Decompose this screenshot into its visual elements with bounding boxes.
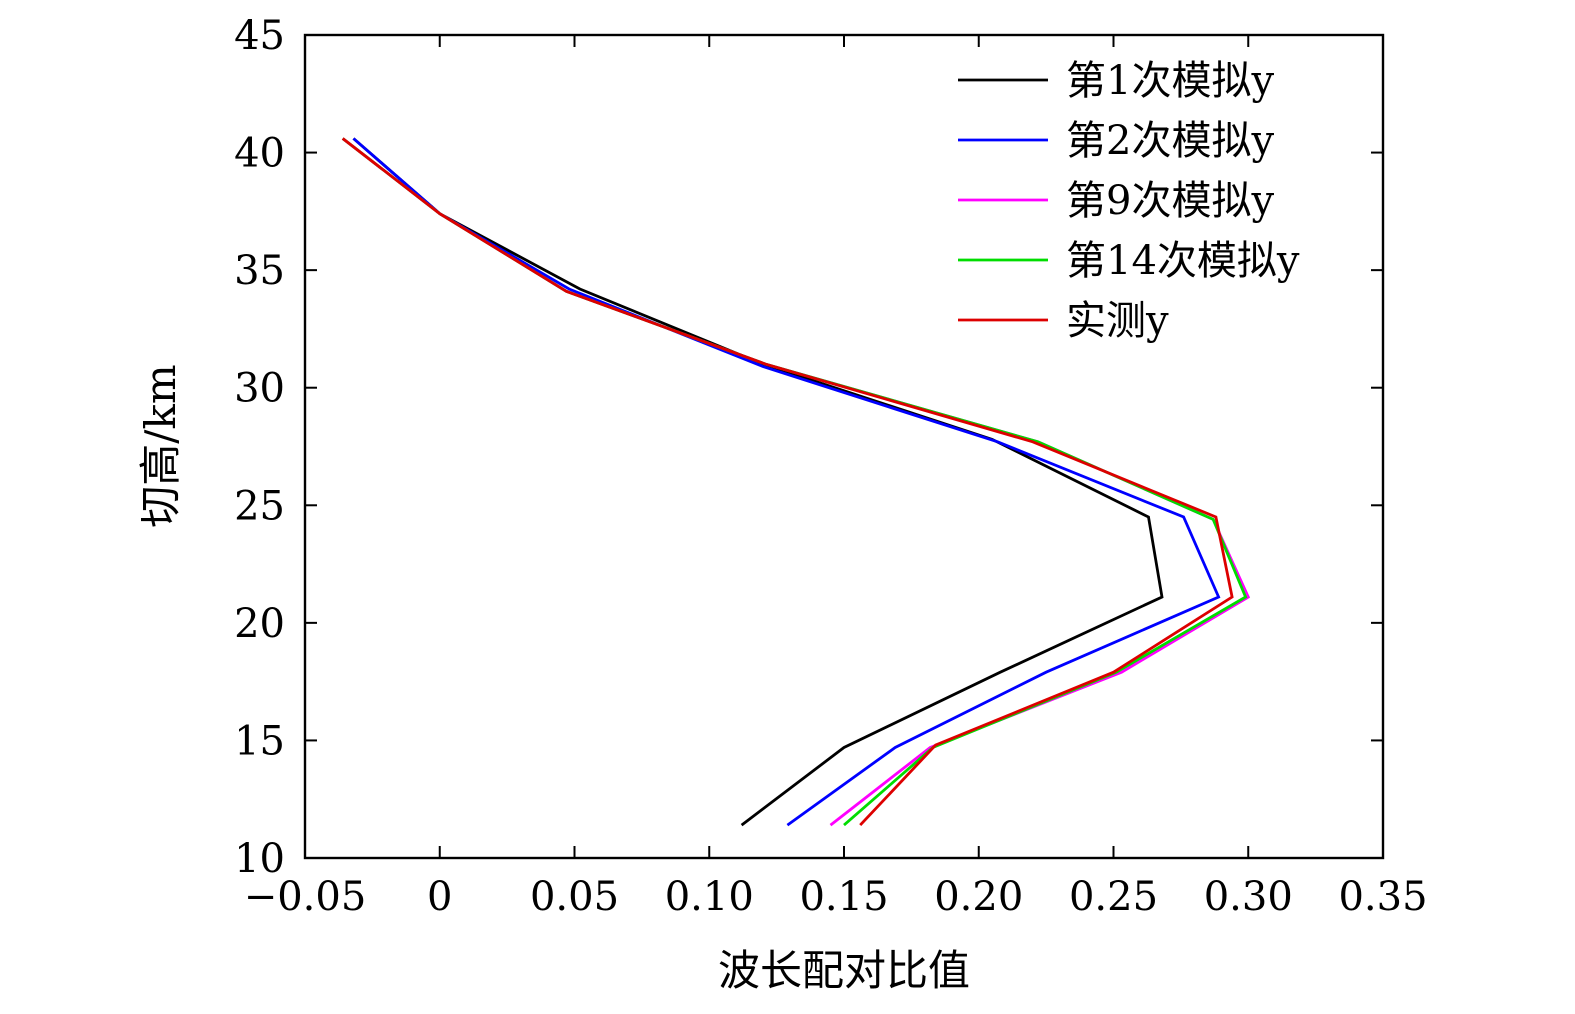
y-tick-label: 30 <box>234 366 285 412</box>
y-tick-label: 10 <box>234 836 285 882</box>
y-tick-label: 35 <box>234 248 285 294</box>
x-tick-label: 0.15 <box>799 874 888 920</box>
tick-layer: −0.05 0 0.05 0.10 0.15 0.20 0.25 0.30 0.35 10 15 20… <box>234 13 1427 920</box>
x-tick-label: 0.20 <box>934 874 1023 920</box>
y-axis-title: 切高/km <box>136 364 185 527</box>
x-tick-label: 0 <box>427 874 452 920</box>
legend-label-1: 第1次模拟y <box>1066 58 1274 104</box>
y-tick-label: 45 <box>234 13 285 59</box>
x-tick-label: 0.10 <box>665 874 754 920</box>
x-axis-title: 波长配对比值 <box>718 946 970 995</box>
series-line-1 <box>352 137 1164 827</box>
legend-label-4: 第14次模拟y <box>1066 238 1300 284</box>
legend: 第1次模拟y 第2次模拟y 第9次模拟y 第14次模拟y 实测y <box>958 58 1300 344</box>
x-tick-label: 0.05 <box>530 874 619 920</box>
x-tick-label: −0.05 <box>244 874 367 920</box>
y-tick-label: 25 <box>234 483 285 529</box>
y-tick-label: 15 <box>234 718 285 764</box>
y-tick-label: 40 <box>234 131 285 177</box>
series-layer <box>341 137 1251 827</box>
x-tick-label: 0.35 <box>1338 874 1427 920</box>
y-tick-label: 20 <box>234 601 285 647</box>
series-line-2 <box>352 137 1221 827</box>
legend-label-3: 第9次模拟y <box>1066 178 1274 224</box>
x-tick-label: 0.30 <box>1204 874 1293 920</box>
series-line-5 <box>341 137 1234 827</box>
legend-label-2: 第2次模拟y <box>1066 118 1274 164</box>
x-tick-label: 0.25 <box>1069 874 1158 920</box>
legend-label-5: 实测y <box>1066 298 1169 344</box>
